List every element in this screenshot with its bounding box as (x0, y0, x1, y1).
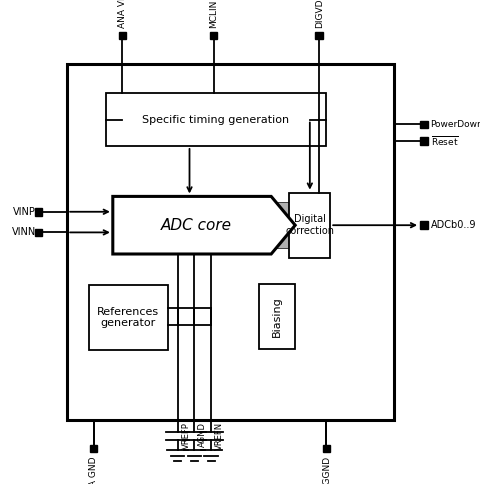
Text: References
generator: References generator (97, 307, 159, 329)
Text: DIGGND: DIGGND (322, 456, 331, 484)
Bar (89, 285, 168, 350)
Text: AGND: AGND (198, 422, 207, 447)
Bar (289, 193, 330, 258)
Text: Digital
correction: Digital correction (285, 214, 335, 236)
Bar (90, 445, 97, 452)
Text: ANA GND: ANA GND (89, 456, 98, 484)
Bar (35, 208, 42, 215)
Bar (210, 32, 217, 39)
Text: VREFP: VREFP (181, 422, 191, 449)
Bar (35, 228, 42, 236)
Text: PowerDown: PowerDown (431, 120, 480, 129)
Text: MCLIN: MCLIN (209, 0, 218, 28)
Text: Biasing: Biasing (272, 296, 282, 337)
Text: ADCb0..9: ADCb0..9 (431, 220, 476, 230)
Bar (323, 445, 330, 452)
Polygon shape (113, 197, 295, 254)
Text: VREFN: VREFN (215, 422, 224, 450)
Bar (315, 32, 323, 39)
Text: VINN: VINN (12, 227, 36, 237)
Bar (420, 121, 428, 128)
Bar (420, 137, 428, 145)
Text: VINP: VINP (13, 207, 36, 217)
Text: Specific timing generation: Specific timing generation (143, 115, 289, 124)
Bar (119, 32, 126, 39)
Bar (106, 93, 326, 146)
Text: ANA VDD: ANA VDD (118, 0, 127, 28)
Text: ADC core: ADC core (161, 218, 232, 233)
Bar (259, 284, 295, 349)
Bar (271, 202, 289, 248)
Text: DIGVDD: DIGVDD (315, 0, 324, 28)
Bar (420, 221, 428, 229)
Bar (67, 64, 394, 420)
Text: $\overline{\rm Reset}$: $\overline{\rm Reset}$ (431, 134, 458, 148)
